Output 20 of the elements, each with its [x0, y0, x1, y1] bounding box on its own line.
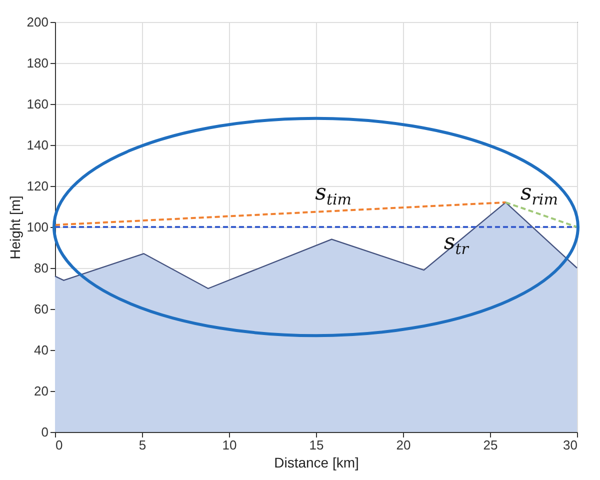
y-tick-label: 40 — [34, 342, 48, 358]
y-tick-label: 160 — [26, 96, 48, 112]
y-tick-label: 120 — [26, 178, 48, 194]
y-tick-label: 20 — [34, 384, 48, 398]
y-tick-label: 180 — [26, 56, 48, 70]
x-tick-label: 30 — [563, 438, 578, 452]
x-tick-label: 20 — [396, 438, 411, 452]
x-tick-label: 10 — [222, 438, 237, 452]
y-tick-label: 0 — [41, 424, 48, 440]
x-axis-title: Distance [km] — [274, 454, 359, 470]
x-tick-label: 25 — [483, 438, 498, 452]
y-tick-label: 200 — [26, 14, 48, 30]
x-tick-label: 15 — [309, 438, 324, 452]
y-axis-title: Height [m] — [6, 196, 23, 260]
y-tick-label: 100 — [26, 220, 48, 234]
y-tick-label: 60 — [34, 302, 48, 316]
y-tick-label: 140 — [26, 138, 48, 152]
x-tick-label: 5 — [138, 438, 146, 452]
x-tick-label: 0 — [56, 438, 63, 452]
y-tick-label: 80 — [34, 260, 48, 276]
